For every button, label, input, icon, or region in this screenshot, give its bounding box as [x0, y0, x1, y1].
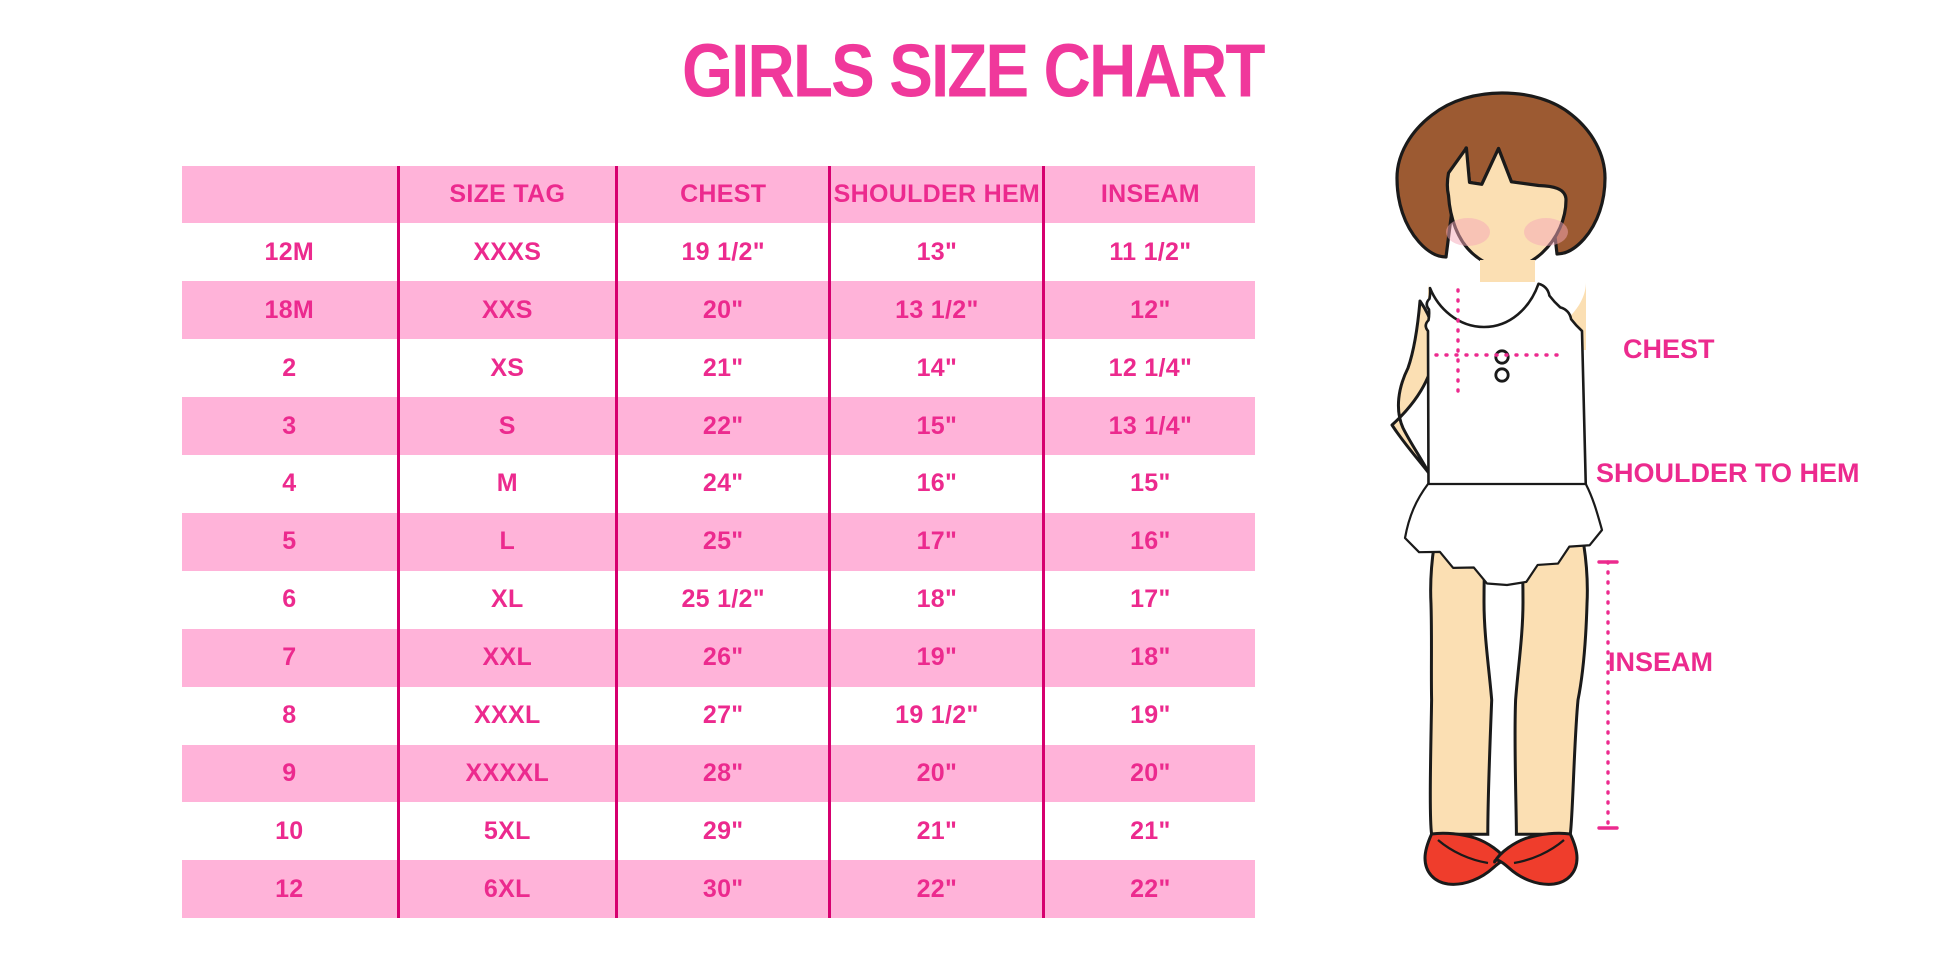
svg-text:INSEAM: INSEAM	[1608, 647, 1713, 677]
svg-text:CHEST: CHEST	[1623, 334, 1715, 364]
svg-text:SHOULDER TO HEM: SHOULDER TO HEM	[1596, 458, 1860, 488]
